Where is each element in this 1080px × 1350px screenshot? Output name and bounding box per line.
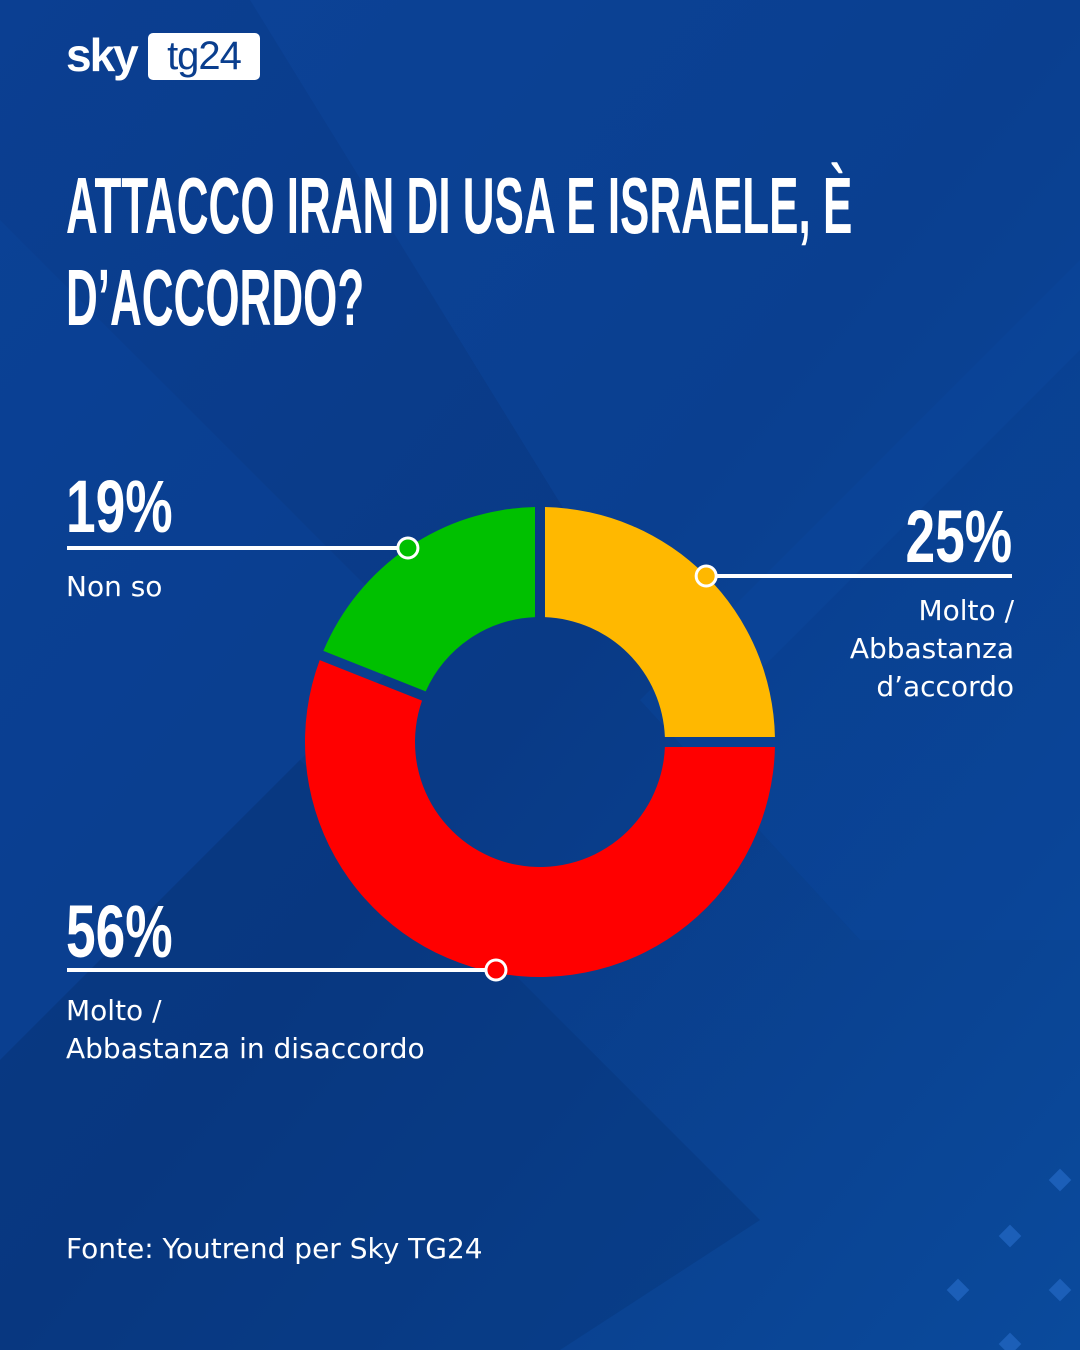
logo-product: tg24 [148,33,260,80]
value-label: 19% [66,465,173,548]
leader-dot [484,958,508,982]
value-label: 25% [905,495,1012,578]
value-label: 56% [66,890,173,973]
category-label: Non so [66,570,163,603]
category-label: Molto / Abbastanza in disaccordo [66,994,425,1065]
slice [323,507,536,692]
donut-chart [67,507,1012,982]
logo-brand: sky [66,29,139,81]
leader-dot [694,564,718,588]
slice [544,507,775,738]
category-label: Molto / Abbastanza d’accordo [849,594,1014,703]
leader-dot [396,536,420,560]
source: Fonte: Youtrend per Sky TG24 [66,1232,483,1265]
slice [305,660,775,977]
chart-title: ATTACCO IRAN DI USA E ISRAELE, È D’ACCOR… [66,161,853,342]
